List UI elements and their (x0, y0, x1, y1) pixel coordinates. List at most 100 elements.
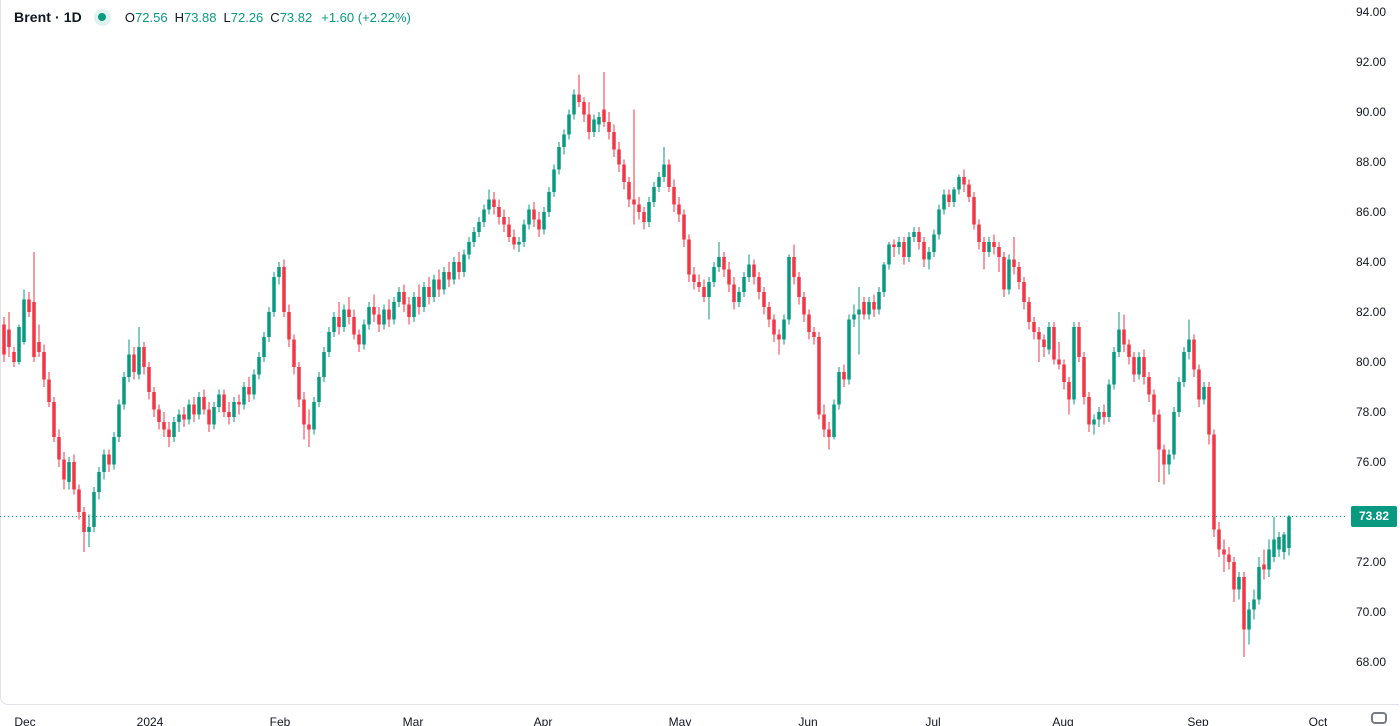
candle (1042, 334, 1046, 357)
candle (472, 227, 476, 247)
candle (537, 212, 541, 237)
candle (912, 227, 916, 242)
candle (1092, 414, 1096, 435)
candle (227, 402, 231, 425)
candle (447, 262, 451, 287)
candle (592, 114, 596, 137)
symbol-legend[interactable]: Brent · 1D O72.56 H73.88 L72.26 C73.82 +… (14, 7, 411, 27)
ohlc-open: O72.56 (124, 9, 168, 25)
candle-body (687, 239, 691, 275)
candle (1197, 364, 1201, 407)
candle (542, 207, 546, 235)
candle-body (32, 302, 36, 357)
candle (347, 297, 351, 325)
calendar-icon[interactable] (1371, 712, 1387, 724)
candle (427, 277, 431, 305)
candle (997, 242, 1001, 272)
candle-body (887, 244, 891, 265)
candle (242, 382, 246, 410)
candle (432, 274, 436, 302)
candle (1087, 392, 1091, 432)
candle-body (882, 264, 886, 292)
candle (412, 292, 416, 322)
candle-body (162, 422, 166, 430)
candle (1117, 312, 1121, 357)
candle-body (292, 339, 296, 367)
candle-body (182, 414, 186, 420)
candle-body (112, 437, 116, 465)
candle (722, 252, 726, 277)
candle (177, 409, 181, 432)
candle-body (957, 177, 961, 190)
candle-body (1247, 609, 1251, 630)
candle-body (407, 304, 411, 317)
candle-body (487, 199, 491, 210)
candle (992, 234, 996, 255)
candle-body (1172, 412, 1176, 455)
candle (152, 387, 156, 417)
price-axis[interactable]: 94.00 92.00 90.00 88.00 86.00 84.00 82.00 80.00… (1345, 0, 1400, 705)
candle (572, 89, 576, 120)
candle (2, 317, 6, 362)
candle (207, 402, 211, 432)
symbol-title[interactable]: Brent · 1D (14, 9, 82, 25)
candle (182, 407, 186, 427)
ohlc-low: L72.26 (223, 9, 264, 25)
candle-body (272, 277, 276, 312)
candle-body (777, 334, 781, 340)
candle-body (507, 224, 511, 237)
candle-body (1202, 387, 1206, 400)
candle-body (767, 307, 771, 320)
candle (707, 277, 711, 320)
candle-body (727, 269, 731, 285)
candle (612, 124, 616, 157)
candle (697, 274, 701, 292)
candle-body (932, 234, 936, 252)
candle (917, 227, 921, 250)
candle (232, 397, 236, 422)
candle (1017, 262, 1021, 290)
candle-body (127, 354, 131, 377)
candle-body (2, 324, 6, 355)
candle (1217, 522, 1221, 557)
candle-body (312, 402, 316, 430)
candle-body (817, 337, 821, 415)
candle (782, 314, 786, 345)
candle-body (607, 122, 611, 132)
candle-body (1037, 332, 1041, 340)
candle-body (782, 319, 786, 340)
candle (467, 237, 471, 260)
candle-body (1257, 567, 1261, 600)
candle-body (307, 424, 311, 430)
candle-body (277, 267, 281, 277)
candle (167, 422, 171, 447)
candle (222, 389, 226, 417)
candle-body (122, 377, 126, 405)
candle-body (1017, 267, 1021, 282)
candle-body (377, 314, 381, 325)
candle-body (1197, 369, 1201, 400)
candle (42, 344, 46, 387)
time-axis[interactable]: Dec 2024 Feb Mar Apr May Jun Jul Aug Sep Oct (0, 705, 1400, 726)
candle-body (1127, 344, 1131, 357)
price-axis-label: 70.00 (1356, 605, 1387, 619)
candle-body (472, 232, 476, 242)
candle-body (962, 177, 966, 185)
price-axis-label: 68.00 (1356, 655, 1387, 669)
candle-body (357, 334, 361, 345)
candle (87, 514, 91, 547)
candle-body (177, 414, 181, 422)
candle (1067, 377, 1071, 415)
market-status-icon[interactable] (93, 8, 111, 26)
candle (982, 237, 986, 270)
candle-body (137, 347, 141, 375)
candle (487, 189, 491, 215)
candle-body (302, 399, 306, 425)
candle-body (432, 279, 436, 297)
candle-body (217, 394, 221, 407)
candle-body (657, 177, 661, 187)
price-axis-label: 78.00 (1356, 405, 1387, 419)
candle (82, 507, 86, 552)
candle (257, 352, 261, 380)
